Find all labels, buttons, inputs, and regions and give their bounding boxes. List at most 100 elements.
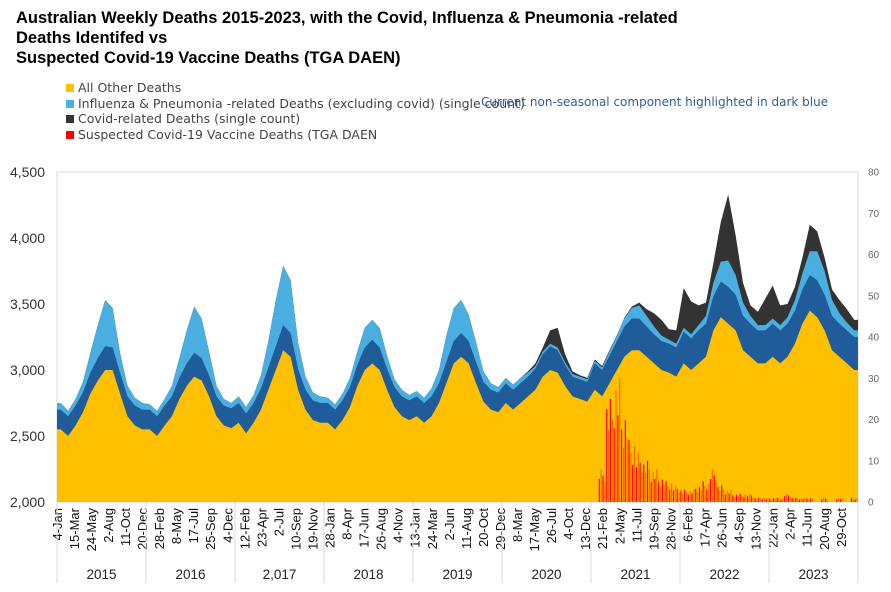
vaccine-bar [715,482,717,502]
y-right-tick-label: 50 [868,291,880,302]
x-tick-label: 2-Aug [101,508,116,543]
x-tick-label: 10-Sep [288,508,303,550]
vaccine-bar [797,498,799,502]
vaccine-bar [615,390,617,502]
legend-label: Influenza & Pneumonia -related Deaths (e… [78,95,525,111]
y-right-tick-label: 10 [868,456,880,467]
vaccine-bar [856,498,858,502]
vaccine-bar [685,492,688,502]
vaccine-bar [617,415,619,502]
x-tick-label: 13-Jan [408,508,423,548]
year-label: 2015 [86,567,116,582]
legend-label: Covid-related Deaths (single count) [78,111,301,126]
vaccine-bar [702,481,704,502]
vaccine-bar [695,488,697,502]
vaccine-bar [787,495,790,502]
y-right-tick-label: 30 [868,374,880,385]
vaccine-bar [693,489,695,502]
vaccine-bar [643,464,645,502]
series-other-area [57,310,858,502]
x-tick-label: 11-Aug [459,508,474,549]
x-tick-label: 17-Apr [697,507,712,547]
x-tick-label: 13-Nov [749,508,764,550]
vaccine-bar [824,498,827,502]
y-left-tick-label: 3,500 [10,296,45,312]
legend-item-flu: Influenza & Pneumonia -related Deaths (e… [66,96,525,112]
vaccine-bar [648,469,650,502]
vaccine-bar [663,484,665,502]
x-tick-label: 17-May [527,508,542,552]
y-left-tick-label: 4,000 [10,230,45,246]
vaccine-bar [726,490,728,502]
x-tick-label: 20-Dec [135,508,150,550]
vaccine-bar [800,498,803,502]
x-tick-label: 4-Dec [220,508,235,543]
vaccine-bar [722,488,725,502]
year-label: 2020 [531,567,561,582]
chart-title: Australian Weekly Deaths 2015-2023, with… [16,8,678,68]
vaccine-bar [708,483,710,502]
vaccine-bar [711,469,714,502]
x-tick-label: 29-Dec [493,508,508,550]
vaccine-bar [737,496,739,502]
vaccine-bar [793,499,795,502]
vaccine-bar [626,438,628,502]
vaccine-bar [826,499,828,502]
x-tick-label: 21-Feb [595,508,610,549]
vaccine-bar [743,497,745,502]
title-line-3: Suspected Covid-19 Vaccine Deaths (TGA D… [16,49,401,67]
vaccine-bar [682,493,684,502]
vaccine-bar [806,498,808,502]
x-tick-label: 17-Jul [186,508,201,544]
x-tick-label: 4-Sep [732,508,747,543]
vaccine-bar [730,489,732,502]
vaccine-bar [684,489,686,502]
vaccine-bar [735,494,738,502]
vaccine-bar [739,493,741,502]
vaccine-bar [671,483,673,502]
vaccine-bar [785,493,788,502]
vaccine-bar [771,499,773,502]
vaccine-bar [658,482,660,502]
vaccine-bar [659,487,662,502]
x-tick-label: 12-Feb [237,508,252,549]
x-tick-label: 2-Jun [442,508,457,541]
vaccine-bar [624,420,626,502]
vaccine-bar [791,498,793,502]
vaccine-bar [748,493,751,502]
x-tick-label: 15-Mar [67,507,82,549]
x-tick-label: 29-Oct [834,508,849,547]
vaccine-bar [622,447,625,502]
legend-item-covid: Covid-related Deaths (single count) [66,111,525,127]
vaccine-bar [765,499,767,502]
x-tick-label: 20-Aug [817,508,832,550]
x-tick-label: 8-Mar [510,507,525,542]
vaccine-bar [854,499,856,502]
legend-swatch-other [66,84,74,92]
year-label: 2016 [175,567,205,582]
vaccine-bar [609,398,612,502]
year-label: 2019 [442,567,472,582]
x-tick-label: 26-Aug [374,508,389,550]
x-tick-label: 8-Apr [340,507,355,539]
vaccine-bar [604,482,606,502]
x-tick-label: 22-Jan [766,508,781,548]
year-label: 2021 [620,567,650,582]
vaccine-bar [836,499,838,502]
vaccine-bar [808,499,810,502]
vaccine-bar [752,497,754,502]
vaccine-bar [637,452,639,502]
x-tick-label: 4-Oct [561,508,576,540]
legend-swatch-vaccine [66,130,74,139]
x-tick-label: 28-Jan [323,508,338,548]
vaccine-bar [721,485,723,502]
y-right-tick-label: 40 [868,333,880,344]
vaccine-bar [598,478,600,502]
y-right-tick-label: 20 [868,415,880,426]
x-tick-label: 19-Sep [646,508,661,550]
vaccine-bar [734,497,736,502]
vaccine-bar [632,464,634,502]
y-right-tick-label: 80 [868,168,880,179]
vaccine-bar [784,496,786,502]
